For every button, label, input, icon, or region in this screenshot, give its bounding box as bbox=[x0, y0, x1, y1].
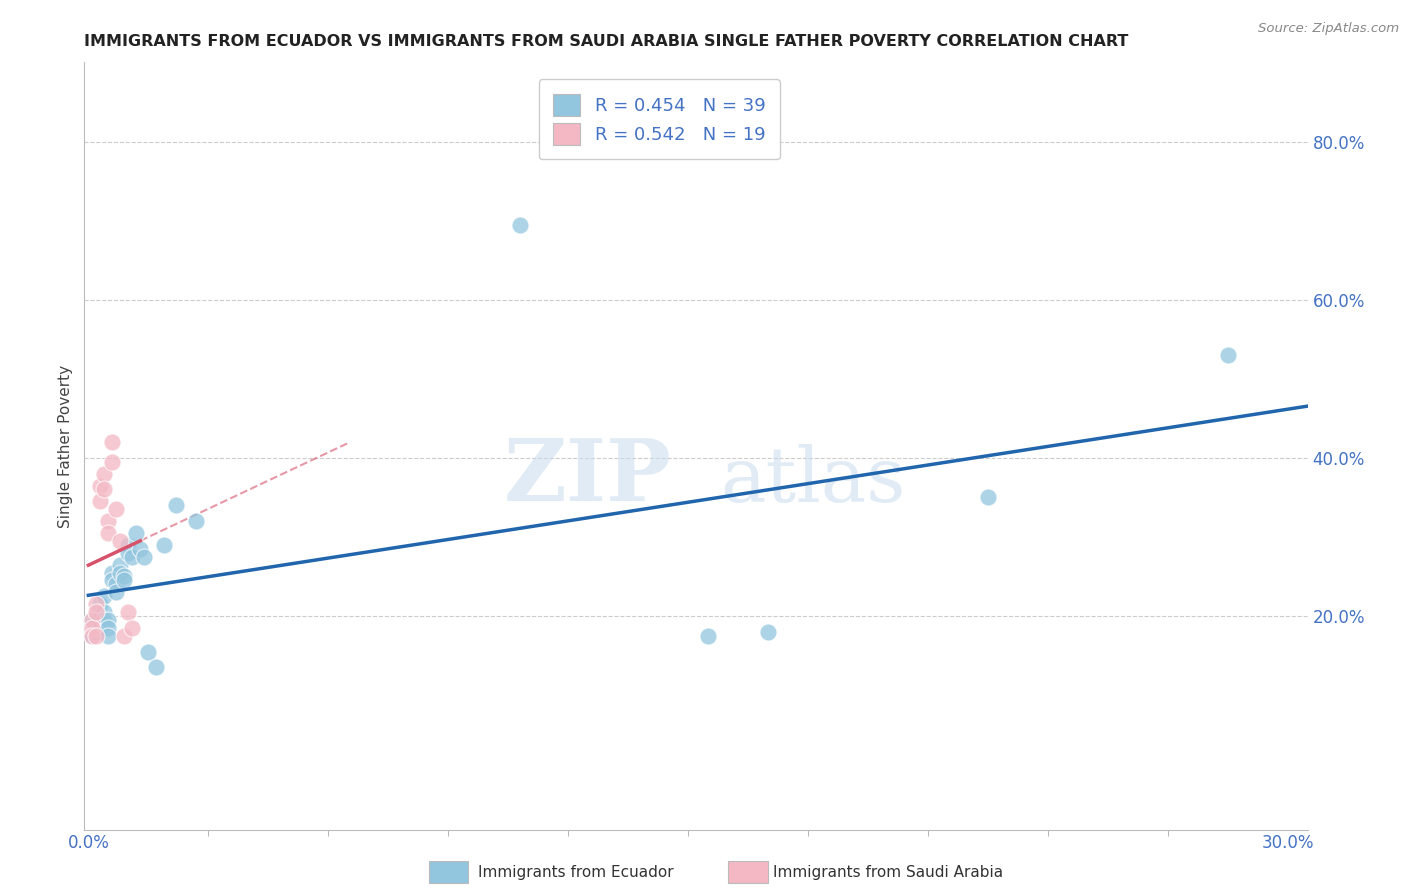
Point bbox=[121, 549, 143, 564]
Legend: R = 0.454   N = 39, R = 0.542   N = 19: R = 0.454 N = 39, R = 0.542 N = 19 bbox=[538, 79, 780, 160]
Point bbox=[97, 526, 120, 541]
Point bbox=[82, 629, 104, 643]
Point bbox=[101, 455, 124, 469]
Point bbox=[86, 624, 108, 639]
Text: atlas: atlas bbox=[720, 443, 905, 517]
Point bbox=[86, 597, 108, 611]
Point bbox=[136, 645, 159, 659]
Point bbox=[89, 597, 111, 611]
Point bbox=[93, 467, 115, 481]
Point bbox=[153, 538, 176, 552]
Text: ZIP: ZIP bbox=[503, 434, 672, 518]
Point bbox=[86, 609, 108, 624]
Point bbox=[165, 498, 187, 512]
Point bbox=[117, 538, 139, 552]
Point bbox=[89, 494, 111, 508]
Point bbox=[756, 624, 779, 639]
Point bbox=[117, 546, 139, 560]
Point bbox=[82, 613, 104, 627]
Point bbox=[112, 569, 135, 583]
Point bbox=[112, 629, 135, 643]
Point bbox=[86, 629, 108, 643]
Point bbox=[110, 558, 132, 572]
Point bbox=[105, 577, 128, 591]
Point bbox=[125, 526, 148, 541]
Point bbox=[105, 585, 128, 599]
Point bbox=[129, 541, 152, 556]
Point bbox=[97, 514, 120, 528]
Point bbox=[89, 609, 111, 624]
Point bbox=[93, 605, 115, 619]
Point bbox=[117, 605, 139, 619]
Y-axis label: Single Father Poverty: Single Father Poverty bbox=[58, 365, 73, 527]
Point bbox=[697, 629, 720, 643]
Point bbox=[977, 491, 1000, 505]
Point bbox=[93, 613, 115, 627]
Point bbox=[97, 621, 120, 635]
Text: IMMIGRANTS FROM ECUADOR VS IMMIGRANTS FROM SAUDI ARABIA SINGLE FATHER POVERTY CO: IMMIGRANTS FROM ECUADOR VS IMMIGRANTS FR… bbox=[84, 34, 1129, 49]
Text: Immigrants from Ecuador: Immigrants from Ecuador bbox=[478, 865, 673, 880]
Point bbox=[93, 589, 115, 603]
Point bbox=[82, 621, 104, 635]
Point bbox=[93, 483, 115, 497]
Point bbox=[121, 621, 143, 635]
Point bbox=[145, 660, 167, 674]
Point bbox=[89, 478, 111, 492]
Point bbox=[86, 613, 108, 627]
Point bbox=[134, 549, 156, 564]
Point bbox=[509, 218, 531, 232]
Point bbox=[101, 435, 124, 450]
Text: Immigrants from Saudi Arabia: Immigrants from Saudi Arabia bbox=[773, 865, 1004, 880]
Point bbox=[105, 502, 128, 516]
Text: Source: ZipAtlas.com: Source: ZipAtlas.com bbox=[1258, 22, 1399, 36]
Point bbox=[101, 574, 124, 588]
Point bbox=[86, 605, 108, 619]
Point bbox=[97, 613, 120, 627]
Point bbox=[82, 629, 104, 643]
Point bbox=[97, 629, 120, 643]
Point bbox=[82, 613, 104, 627]
Point bbox=[110, 533, 132, 548]
Point bbox=[101, 566, 124, 580]
Point bbox=[89, 616, 111, 631]
Point bbox=[110, 566, 132, 580]
Point bbox=[186, 514, 208, 528]
Point bbox=[89, 621, 111, 635]
Point bbox=[112, 574, 135, 588]
Point bbox=[1216, 348, 1239, 362]
